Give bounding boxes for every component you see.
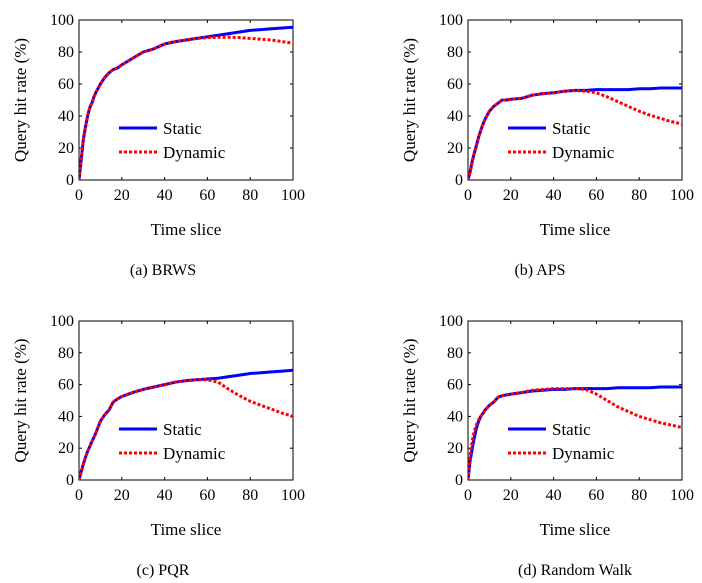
y-tick-label: 20 xyxy=(447,140,463,157)
y-axis-label: Query hit rate (%) xyxy=(400,38,419,162)
x-tick-label: 20 xyxy=(114,487,130,504)
x-tick-label: 60 xyxy=(588,487,604,504)
series-line-dynamic xyxy=(79,35,293,180)
x-tick-label: 20 xyxy=(114,187,130,204)
y-tick-label: 40 xyxy=(58,108,74,125)
y-tick-label: 0 xyxy=(66,172,74,189)
y-tick-label: 20 xyxy=(447,440,463,457)
y-tick-label: 0 xyxy=(455,172,463,189)
x-axis-label: Time slice xyxy=(540,520,611,539)
legend-label-dynamic: Dynamic xyxy=(163,444,226,463)
x-tick-label: 100 xyxy=(670,187,694,204)
x-tick-label: 100 xyxy=(281,487,305,504)
x-tick-label: 40 xyxy=(157,487,173,504)
x-tick-label: 0 xyxy=(75,187,83,204)
x-tick-label: 60 xyxy=(588,187,604,204)
y-tick-label: 0 xyxy=(66,472,74,489)
x-axis-label: Time slice xyxy=(540,220,611,239)
legend-label-dynamic: Dynamic xyxy=(163,143,226,162)
x-tick-label: 100 xyxy=(281,187,305,204)
x-tick-label: 80 xyxy=(242,187,258,204)
y-tick-label: 40 xyxy=(447,108,463,125)
y-tick-label: 60 xyxy=(447,377,463,394)
x-tick-label: 80 xyxy=(242,487,258,504)
x-axis-label: Time slice xyxy=(151,220,222,239)
series-line-dynamic xyxy=(468,387,682,480)
plot-frame xyxy=(467,19,683,181)
x-tick-label: 0 xyxy=(464,187,472,204)
x-axis-label: Time slice xyxy=(151,520,222,539)
legend-label-static: Static xyxy=(163,420,202,439)
legend-label-static: Static xyxy=(552,119,591,138)
x-tick-label: 0 xyxy=(464,487,472,504)
x-tick-label: 20 xyxy=(503,187,519,204)
y-axis-label: Query hit rate (%) xyxy=(11,338,30,462)
y-tick-label: 20 xyxy=(58,140,74,157)
x-tick-label: 80 xyxy=(631,187,647,204)
series-line-dynamic xyxy=(79,378,293,480)
y-tick-label: 20 xyxy=(58,440,74,457)
x-tick-label: 0 xyxy=(75,487,83,504)
y-tick-label: 60 xyxy=(58,76,74,93)
y-tick-label: 80 xyxy=(58,345,74,362)
legend-label-static: Static xyxy=(163,119,202,138)
plot-frame xyxy=(78,19,294,181)
x-tick-label: 20 xyxy=(503,487,519,504)
y-tick-label: 80 xyxy=(447,44,463,61)
x-tick-label: 60 xyxy=(199,487,215,504)
y-tick-label: 100 xyxy=(50,313,74,330)
legend-label-dynamic: Dynamic xyxy=(552,444,615,463)
x-tick-label: 40 xyxy=(546,187,562,204)
plot-frame xyxy=(78,320,294,481)
plot-frame xyxy=(467,320,683,481)
x-tick-label: 100 xyxy=(670,487,694,504)
x-tick-label: 60 xyxy=(199,187,215,204)
legend-label-dynamic: Dynamic xyxy=(552,143,615,162)
chart-panel-3: 0 20 40 60 80 100 0 20 40 60 80 100 Time slice Query … xyxy=(11,313,305,579)
y-tick-label: 40 xyxy=(447,408,463,425)
y-tick-label: 0 xyxy=(455,472,463,489)
x-tick-label: 80 xyxy=(631,487,647,504)
chart-panel-4: 0 20 40 60 80 100 0 20 40 60 80 100 Time slice Query … xyxy=(400,313,694,579)
y-tick-label: 100 xyxy=(50,12,74,29)
panel-caption: (a) BRWS xyxy=(130,262,196,279)
y-tick-label: 60 xyxy=(447,76,463,93)
x-tick-label: 40 xyxy=(546,487,562,504)
y-tick-label: 100 xyxy=(439,12,463,29)
y-tick-label: 60 xyxy=(58,377,74,394)
y-axis-label: Query hit rate (%) xyxy=(400,338,419,462)
chart-panel-2: 0 20 40 60 80 100 0 20 40 60 80 100 Time slice Query … xyxy=(400,12,694,279)
y-tick-label: 100 xyxy=(439,313,463,330)
y-tick-label: 40 xyxy=(58,408,74,425)
x-tick-label: 40 xyxy=(157,187,173,204)
legend-label-static: Static xyxy=(552,420,591,439)
panel-caption: (b) APS xyxy=(514,262,565,279)
y-axis-label: Query hit rate (%) xyxy=(11,38,30,162)
y-tick-label: 80 xyxy=(447,345,463,362)
panel-caption: (d) Random Walk xyxy=(518,562,632,579)
y-tick-label: 80 xyxy=(58,44,74,61)
panel-caption: (c) PQR xyxy=(137,562,190,579)
series-line-static xyxy=(468,86,682,180)
chart-panel-1: 0 20 40 60 80 100 0 20 40 60 80 100 Time slice Query … xyxy=(11,12,305,279)
